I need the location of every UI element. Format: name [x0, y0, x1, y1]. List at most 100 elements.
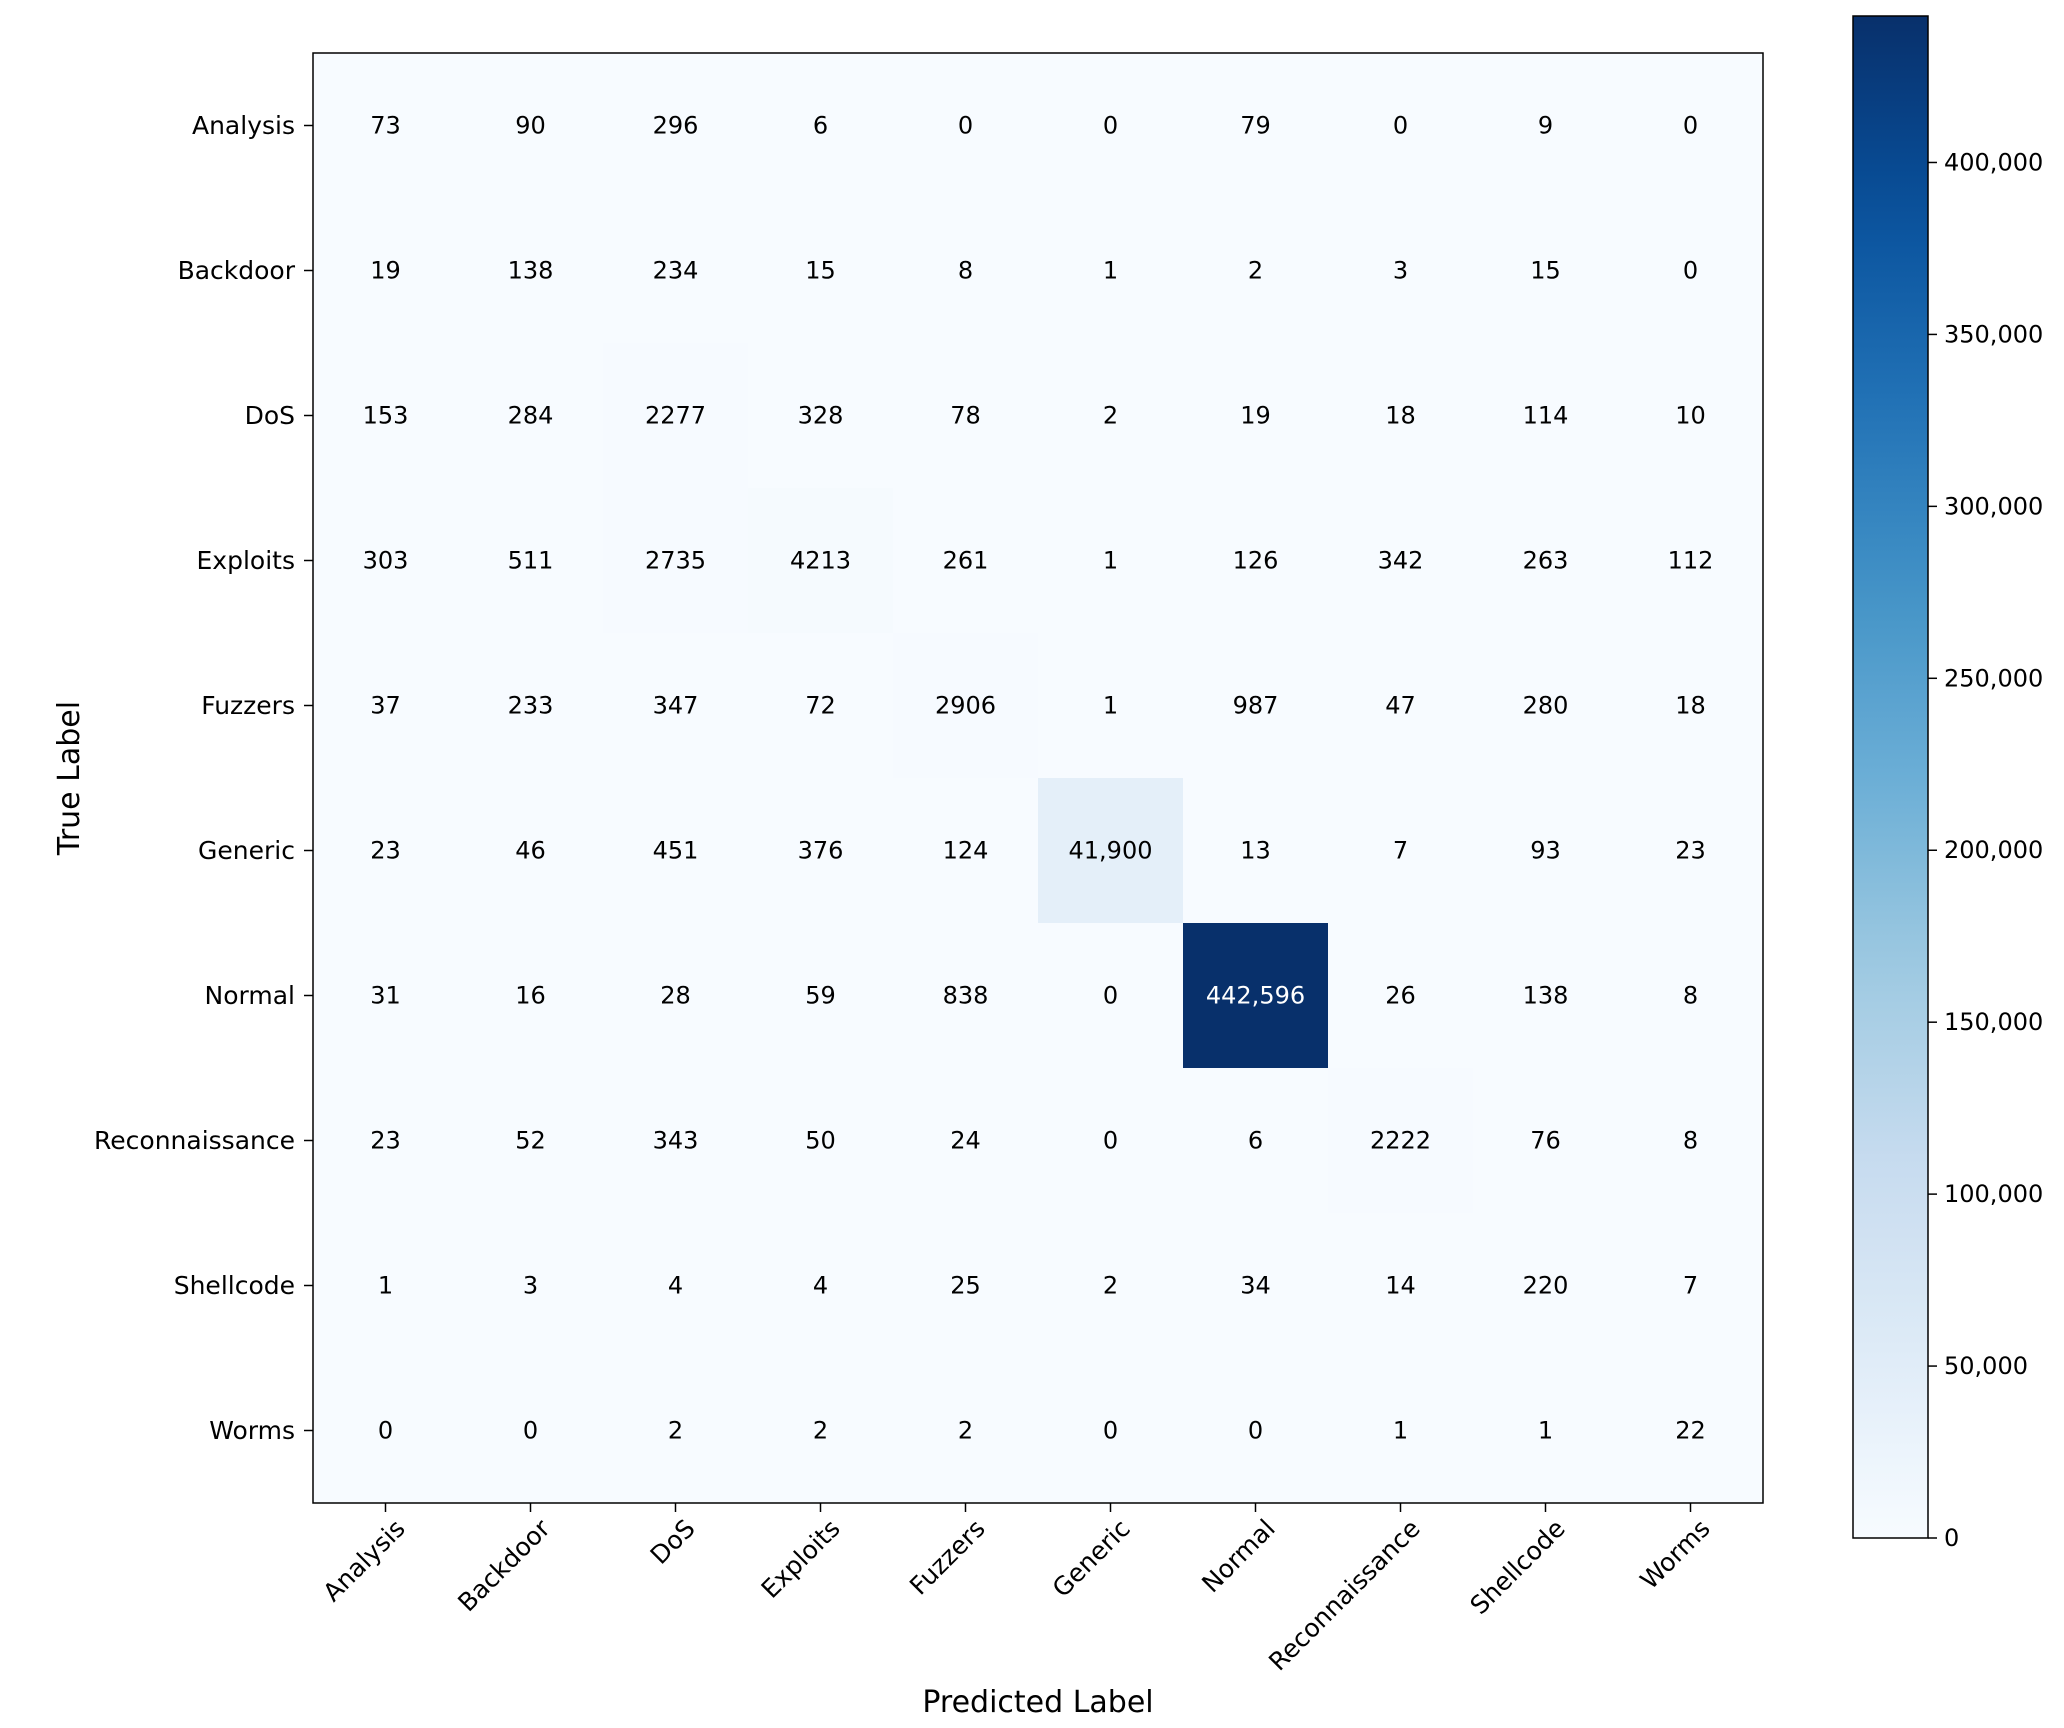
heatmap-cell [893, 488, 1039, 634]
heatmap-cell [1038, 198, 1184, 344]
cell-value-label: 50 [805, 1127, 836, 1155]
heatmap-cell [603, 488, 749, 634]
cell-value-label: 73 [370, 112, 401, 140]
heatmap-cell [1183, 923, 1329, 1069]
cell-value-label: 23 [370, 837, 401, 865]
cell-value-label: 0 [1103, 1417, 1118, 1445]
heatmap-cell [1038, 1358, 1184, 1504]
cell-value-label: 4 [813, 1272, 828, 1300]
heatmap-cell [748, 343, 894, 489]
colorbar-gradient [1852, 15, 1929, 1539]
colorbar-tick-label: 400,000 [1944, 148, 2043, 176]
heatmap-cell [603, 923, 749, 1069]
heatmap-cell [313, 198, 459, 344]
colorbar-tick-label: 150,000 [1944, 1008, 2043, 1036]
heatmap-cell [1618, 488, 1764, 634]
cell-value-label: 0 [1248, 1417, 1263, 1445]
heatmap-cell [1038, 778, 1184, 924]
cell-value-label: 2222 [1370, 1127, 1431, 1155]
heatmap-cell [1473, 633, 1619, 779]
cell-value-label: 0 [523, 1417, 538, 1445]
cell-value-label: 15 [1530, 257, 1561, 285]
heatmap-cell [1618, 343, 1764, 489]
heatmap-cell [458, 1068, 604, 1214]
heatmap-cell [1038, 1068, 1184, 1214]
heatmap-cell [748, 488, 894, 634]
heatmap-cell [893, 778, 1039, 924]
cell-value-label: 22 [1675, 1417, 1706, 1445]
colorbar-ticks: 0 50,000 100,000 150,000 200,000 250,000 300,0… [1928, 148, 2043, 1552]
heatmap-cell [313, 1213, 459, 1359]
heatmap-cell [313, 1068, 459, 1214]
cell-value-label: 4 [668, 1272, 683, 1300]
heatmap-cell [458, 1213, 604, 1359]
cell-value-label: 511 [508, 547, 554, 575]
cell-value-label: 2 [958, 1417, 973, 1445]
cell-value-label: 18 [1675, 692, 1706, 720]
cell-value-label: 3 [1393, 257, 1408, 285]
y-axis-ticks: Analysis Backdoor DoS Exploits Fuzzers Generi… [94, 111, 313, 1445]
cell-value-label: 9 [1538, 112, 1553, 140]
heatmap-cell [313, 778, 459, 924]
heatmap-cell [893, 633, 1039, 779]
cell-value-label: 442,596 [1206, 982, 1305, 1010]
colorbar-tick-label: 350,000 [1944, 320, 2043, 348]
cell-value-label: 19 [1240, 402, 1271, 430]
heatmap-cell [313, 343, 459, 489]
x-tick-label: Fuzzers [904, 1514, 991, 1601]
heatmap-cell [893, 923, 1039, 1069]
cell-value-label: 0 [1683, 112, 1698, 140]
cell-value-label: 2 [668, 1417, 683, 1445]
cell-value-label: 0 [1103, 1127, 1118, 1155]
heatmap-cell [1473, 923, 1619, 1069]
cell-value-label: 342 [1378, 547, 1424, 575]
heatmap-cell [1473, 198, 1619, 344]
cell-value-label: 376 [798, 837, 844, 865]
cell-value-label: 15 [805, 257, 836, 285]
x-tick-label: Normal [1196, 1514, 1280, 1598]
x-tick-label: Shellcode [1464, 1514, 1570, 1620]
cell-value-label: 24 [950, 1127, 981, 1155]
heatmap-cell [1038, 53, 1184, 199]
heatmap-cell [458, 923, 604, 1069]
cell-value-label: 7 [1393, 837, 1408, 865]
cell-value-label: 90 [515, 112, 546, 140]
cell-value-label: 263 [1523, 547, 1569, 575]
cell-value-label: 2 [1103, 1272, 1118, 1300]
x-tick-label: Generic [1047, 1514, 1136, 1603]
heatmap-cell [603, 1358, 749, 1504]
heatmap-cell [603, 778, 749, 924]
cell-value-label: 1 [1538, 1417, 1553, 1445]
x-tick-label: Exploits [756, 1514, 846, 1604]
heatmap-cell [1618, 1358, 1764, 1504]
cell-value-label: 0 [1103, 982, 1118, 1010]
heatmap-cell [1618, 1213, 1764, 1359]
cell-value-label: 2906 [935, 692, 996, 720]
heatmap-cell [1328, 488, 1474, 634]
cell-value-label: 343 [653, 1127, 699, 1155]
cell-value-label: 46 [515, 837, 546, 865]
heatmap-cell [603, 1068, 749, 1214]
heatmap-cell [1183, 1213, 1329, 1359]
heatmap-cell [1618, 778, 1764, 924]
colorbar-tick-label: 0 [1944, 1524, 1959, 1552]
cell-value-label: 72 [805, 692, 836, 720]
cell-value-label: 2 [1103, 402, 1118, 430]
heatmap-cell [603, 343, 749, 489]
cell-value-label: 220 [1523, 1272, 1569, 1300]
cell-value-label: 13 [1240, 837, 1271, 865]
cell-value-label: 76 [1530, 1127, 1561, 1155]
x-tick-label: Worms [1635, 1514, 1716, 1595]
cell-value-label: 16 [515, 982, 546, 1010]
cell-value-label: 2735 [645, 547, 706, 575]
cell-value-label: 138 [1523, 982, 1569, 1010]
cell-value-label: 153 [363, 402, 409, 430]
heatmap-cell [893, 1213, 1039, 1359]
heatmap-cell [1328, 198, 1474, 344]
heatmap-cell [1618, 198, 1764, 344]
cell-value-label: 284 [508, 402, 554, 430]
y-tick-label: Generic [198, 836, 295, 865]
heatmap-cell [893, 53, 1039, 199]
plot-frame [312, 52, 1764, 1504]
